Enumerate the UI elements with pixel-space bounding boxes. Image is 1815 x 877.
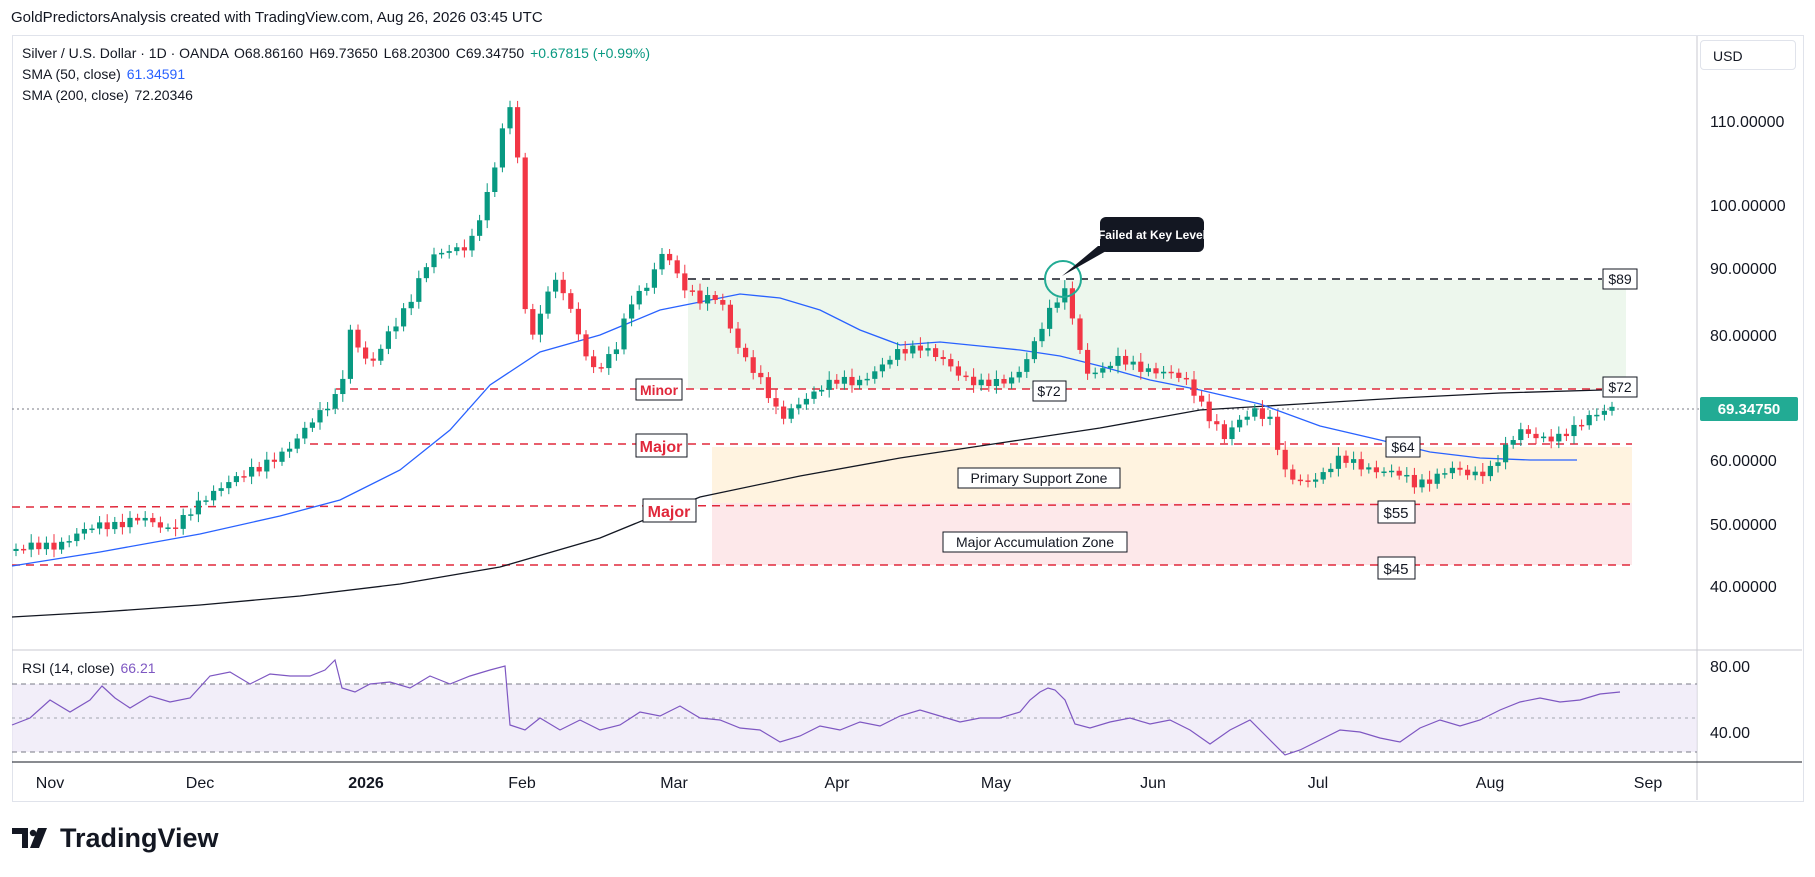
sma50-legend[interactable]: SMA (50, close) 61.34591	[22, 66, 185, 82]
ohlc-close: C69.34750	[455, 45, 525, 61]
rsi-label: RSI (14, close)	[22, 660, 115, 676]
sma200-value: 72.20346	[134, 87, 193, 103]
ohlc-low: L68.20300	[383, 45, 450, 61]
tradingview-logo[interactable]: TradingView	[12, 823, 219, 854]
tradingview-logo-icon	[12, 827, 47, 848]
symbol-title: Silver / U.S. Dollar · 1D · OANDA	[22, 45, 229, 61]
chart-attribution: GoldPredictorsAnalysis created with Trad…	[11, 9, 543, 26]
sma200-label: SMA (200, close)	[22, 87, 129, 103]
ohlc-open: O68.86160	[234, 45, 304, 61]
tradingview-logo-text: TradingView	[60, 823, 219, 853]
sma50-value: 61.34591	[126, 66, 186, 82]
ohlc-high: H69.73650	[309, 45, 378, 61]
symbol-legend[interactable]: Silver / U.S. Dollar · 1D · OANDA O68.86…	[22, 45, 650, 61]
ohlc-change: +0.67815 (+0.99%)	[530, 45, 650, 61]
rsi-value: 66.21	[120, 660, 156, 676]
currency-button[interactable]: USD	[1700, 40, 1796, 70]
rsi-legend[interactable]: RSI (14, close) 66.21	[22, 660, 156, 676]
chart-frame	[12, 35, 1804, 802]
sma200-legend[interactable]: SMA (200, close) 72.20346	[22, 87, 193, 103]
sma50-label: SMA (50, close)	[22, 66, 121, 82]
